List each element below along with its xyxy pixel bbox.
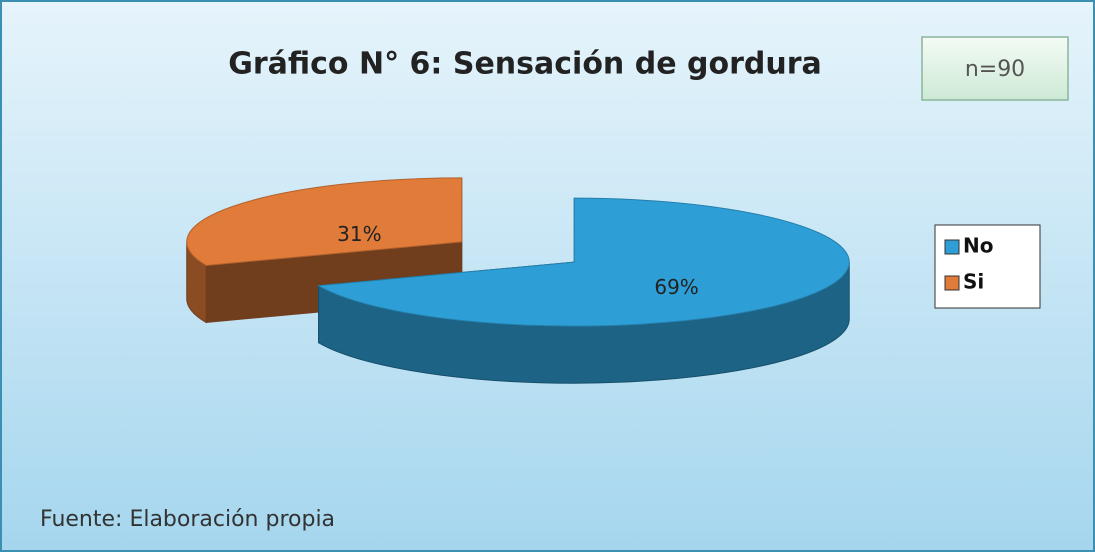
- source-note: Fuente: Elaboración propia: [40, 507, 335, 532]
- legend-label: Si: [963, 270, 984, 294]
- legend-swatch: [944, 275, 960, 291]
- data-label: 69%: [654, 275, 698, 299]
- annotation: n=90: [965, 57, 1025, 82]
- legend-box: [934, 224, 1041, 309]
- chart-title: Gráfico N° 6: Sensación de gordura: [228, 47, 822, 82]
- pie-slice: [316, 197, 850, 327]
- legend-label: No: [963, 234, 993, 258]
- data-label: 31%: [337, 222, 381, 246]
- legend-swatch: [944, 239, 960, 255]
- annotation-box: [921, 36, 1069, 101]
- pie-slice: [186, 177, 463, 266]
- pie: 31% 69%: [186, 177, 850, 384]
- legend: No Si: [944, 234, 993, 294]
